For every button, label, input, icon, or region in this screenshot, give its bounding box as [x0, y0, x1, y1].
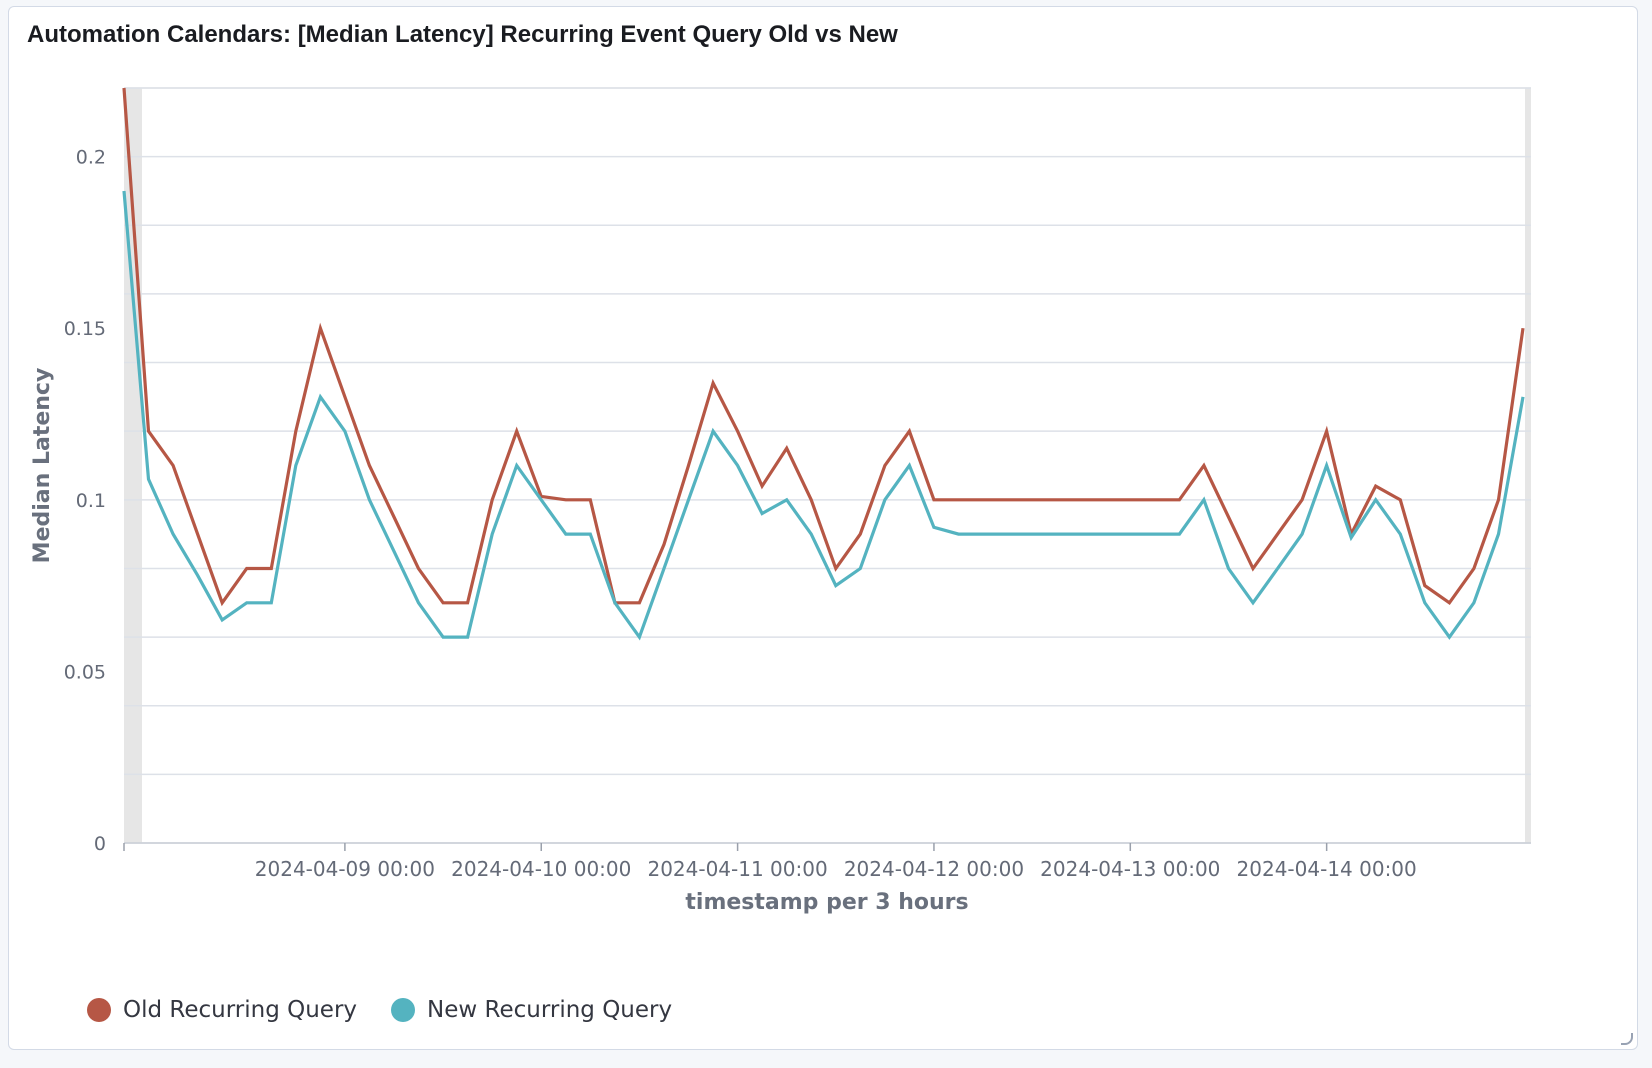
visualization-panel: Automation Calendars: [Median Latency] R… — [8, 6, 1638, 1050]
legend-label-old: Old Recurring Query — [123, 997, 358, 1023]
line-chart[interactable]: 0 0.05 0.1 0.15 0.2 2024-04-09 00:00 2024-04-1… — [9, 7, 1639, 1051]
x-tick-label: 2024-04-09 00:00 — [255, 857, 435, 881]
y-axis-title: Median Latency — [30, 368, 55, 564]
legend-swatch-old — [87, 998, 111, 1022]
legend-item-new[interactable]: New Recurring Query — [391, 997, 672, 1023]
panel-title: Automation Calendars: [Median Latency] R… — [27, 21, 898, 48]
y-tick-label: 0.2 — [76, 147, 106, 169]
y-tick-label: 0.05 — [64, 661, 106, 683]
legend-label-new: New Recurring Query — [427, 997, 673, 1023]
legend-item-old[interactable]: Old Recurring Query — [87, 997, 357, 1023]
y-tick-label: 0.15 — [64, 318, 106, 340]
x-tick-label: 2024-04-11 00:00 — [647, 857, 827, 881]
y-tick-label: 0 — [94, 833, 106, 855]
x-tick-label: 2024-04-14 00:00 — [1237, 857, 1417, 881]
x-tick-label: 2024-04-12 00:00 — [844, 857, 1024, 881]
resize-handle[interactable] — [1621, 1033, 1633, 1045]
y-tick-label: 0.1 — [76, 490, 106, 512]
x-axis-title: timestamp per 3 hours — [685, 890, 968, 915]
x-tick-label: 2024-04-13 00:00 — [1040, 857, 1220, 881]
legend-swatch-new — [391, 998, 416, 1022]
legend: Old Recurring Query New Recurring Query — [87, 997, 672, 1023]
series-line-new — [122, 190, 1525, 641]
series-line-old — [122, 87, 1525, 607]
partial-bucket-right — [1525, 88, 1531, 843]
x-tick-label: 2024-04-10 00:00 — [451, 857, 631, 881]
